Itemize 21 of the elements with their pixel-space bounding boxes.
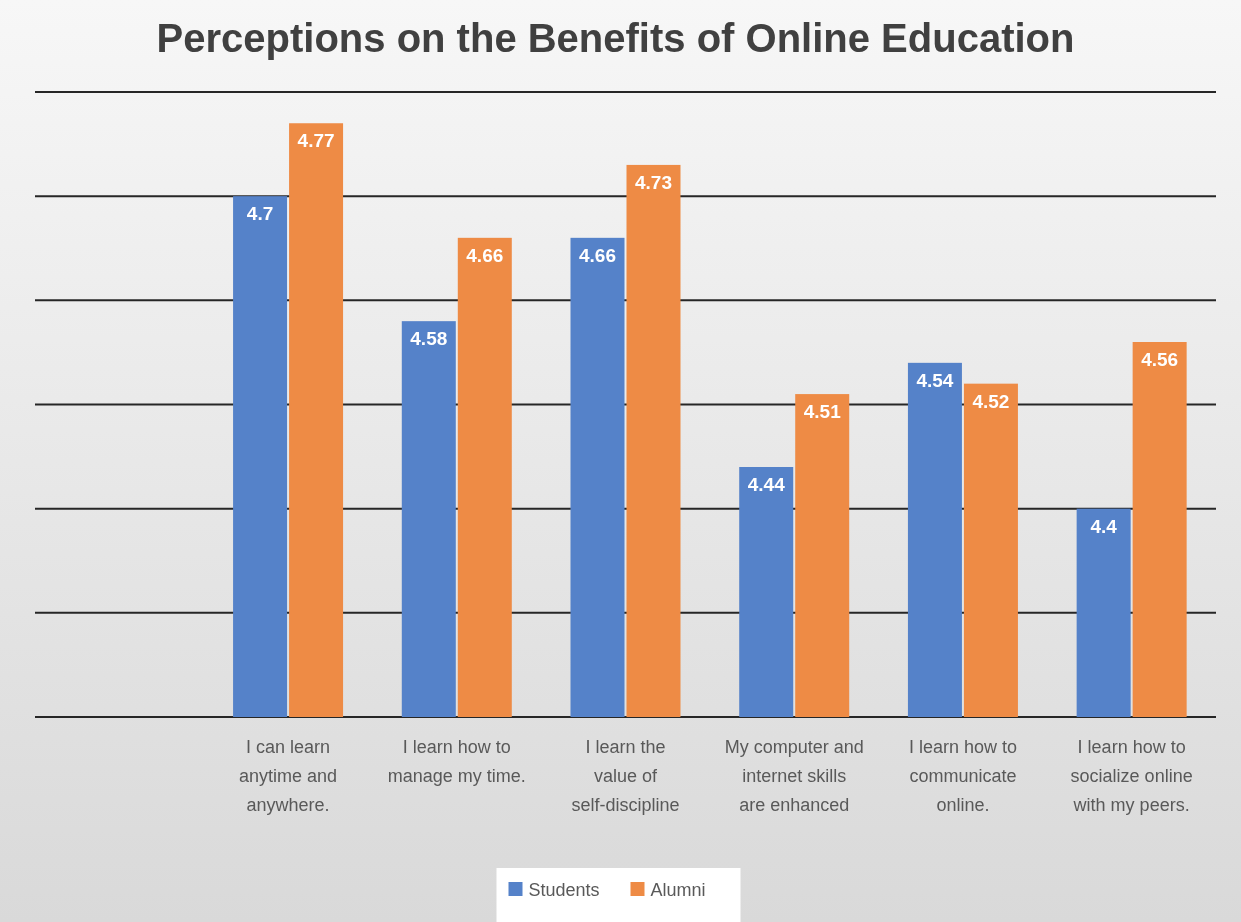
data-label: 4.58: [410, 328, 448, 350]
data-label: 4.73: [635, 171, 672, 193]
data-label: 4.52: [972, 390, 1010, 412]
data-label: 4.7: [246, 203, 274, 225]
chart-title: Perceptions on the Benefits of Online Education: [156, 16, 1075, 60]
x-tick-label: I learn how to communicate online.: [908, 737, 1017, 815]
legend-label: Students: [528, 880, 600, 900]
x-tick-label: My computer and internet skills are enhanced: [724, 737, 864, 815]
x-tick-label: I learn how to manage my time.: [387, 737, 526, 786]
data-label: 4.51: [803, 401, 842, 423]
data-label: 4.56: [1141, 349, 1179, 370]
x-tick-label: I learn how to socialize online with my peers.: [1070, 737, 1193, 815]
data-label: 4.66: [579, 244, 616, 266]
data-label: 4.77: [297, 130, 335, 152]
data-label: 4.66: [466, 244, 504, 266]
x-tick-label: I learn the value of self-discipline: [571, 737, 680, 815]
data-label: 4.44: [747, 474, 786, 495]
data-label: 4.54: [916, 369, 954, 391]
data-label: 4.4: [1090, 515, 1118, 537]
legend-label: Alumni: [650, 880, 706, 900]
x-tick-label: I can learn anytime and anywhere.: [239, 737, 338, 815]
